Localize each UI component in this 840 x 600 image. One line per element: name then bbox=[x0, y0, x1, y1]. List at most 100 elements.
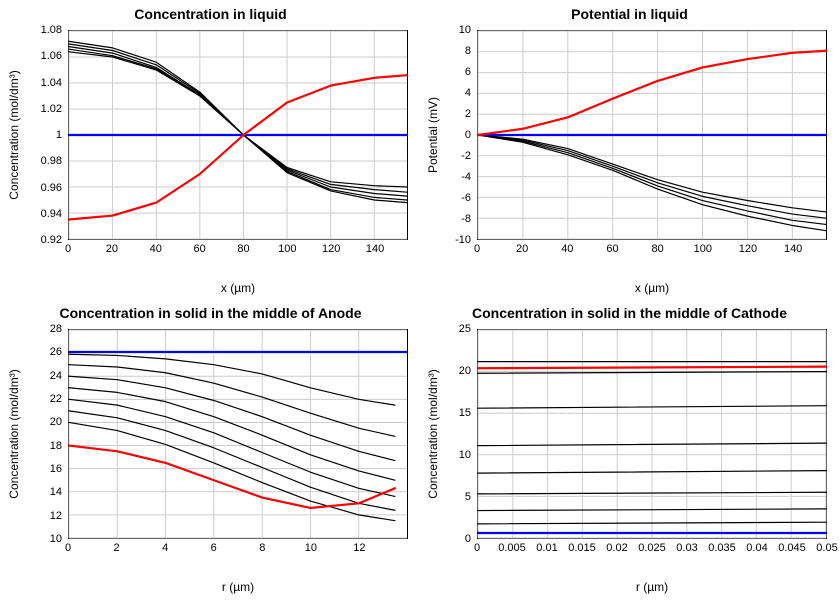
x-tick-label: 0 bbox=[474, 542, 480, 554]
x-tick-label: 0.02 bbox=[606, 542, 627, 554]
x-tick-label: 80 bbox=[237, 243, 249, 255]
y-tick-label: 0.96 bbox=[41, 182, 62, 194]
x-tick-label: 6 bbox=[211, 542, 217, 554]
series-line-black bbox=[69, 388, 395, 480]
series-line-black bbox=[69, 365, 395, 437]
y-tick-label: 20 bbox=[50, 416, 62, 428]
series-line-red bbox=[478, 51, 826, 135]
x-tick-label: 0 bbox=[65, 243, 71, 255]
y-axis-label: Concentration (mol/dm³) bbox=[426, 369, 440, 498]
y-tick-label: 1.08 bbox=[41, 24, 62, 36]
y-tick-label: -6 bbox=[461, 192, 471, 204]
x-tick-label: 100 bbox=[694, 243, 712, 255]
y-tick-label: 20 bbox=[459, 365, 471, 377]
x-tick-label: 0.005 bbox=[498, 542, 526, 554]
x-axis-label: r (µm) bbox=[68, 580, 408, 594]
y-axis-label: Concentration (mol/dm³) bbox=[7, 369, 21, 498]
x-tick-label: 60 bbox=[193, 243, 205, 255]
y-tick-label: 1.02 bbox=[41, 103, 62, 115]
y-tick-label: 0.92 bbox=[41, 234, 62, 246]
series-line-black bbox=[69, 47, 407, 197]
x-tick-label: 0 bbox=[65, 542, 71, 554]
series-line-black bbox=[69, 399, 395, 496]
y-tick-label: 22 bbox=[50, 393, 62, 405]
x-tick-label: 140 bbox=[784, 243, 802, 255]
x-tick-label: 20 bbox=[516, 243, 528, 255]
plot-svg bbox=[69, 330, 407, 538]
x-tick-label: 0.04 bbox=[746, 542, 767, 554]
plot-area bbox=[477, 329, 827, 539]
x-tick-label: 100 bbox=[278, 243, 296, 255]
y-tick-label: 2 bbox=[465, 108, 471, 120]
series-line-black bbox=[69, 44, 407, 200]
x-tick-label: 10 bbox=[305, 542, 317, 554]
panel-title: Potential in liquid bbox=[425, 6, 834, 22]
x-axis-label: r (µm) bbox=[477, 580, 827, 594]
panel-concentration-solid-cathode: Concentration in solid in the middle of … bbox=[425, 305, 834, 594]
y-axis-label: Concentration (mol/dm³) bbox=[7, 70, 21, 199]
plot-svg bbox=[69, 31, 407, 239]
x-tick-label: 0.035 bbox=[708, 542, 736, 554]
series-line-red bbox=[69, 75, 407, 219]
x-tick-label: 0.045 bbox=[778, 542, 806, 554]
y-tick-label: -8 bbox=[461, 213, 471, 225]
x-tick-label: 2 bbox=[114, 542, 120, 554]
x-tick-label: 4 bbox=[162, 542, 168, 554]
x-axis-label: x (µm) bbox=[68, 281, 408, 295]
y-tick-label: 6 bbox=[465, 66, 471, 78]
panel-title: Concentration in liquid bbox=[6, 6, 415, 22]
y-tick-label: 0 bbox=[465, 533, 471, 545]
x-tick-label: 40 bbox=[561, 243, 573, 255]
panel-title: Concentration in solid in the middle of … bbox=[425, 305, 834, 321]
y-tick-label: 10 bbox=[50, 533, 62, 545]
series-line-black bbox=[69, 422, 395, 520]
plot-area bbox=[68, 329, 408, 539]
series-line-black bbox=[478, 509, 826, 511]
x-tick-label: 12 bbox=[353, 542, 365, 554]
y-tick-label: -10 bbox=[455, 234, 471, 246]
y-tick-label: 26 bbox=[50, 346, 62, 358]
x-tick-label: 140 bbox=[366, 243, 384, 255]
y-tick-label: 1 bbox=[56, 129, 62, 141]
y-tick-label: 1.06 bbox=[41, 50, 62, 62]
panel-concentration-solid-anode: Concentration in solid in the middle of … bbox=[6, 305, 415, 594]
x-tick-label: 0 bbox=[474, 243, 480, 255]
y-tick-label: 18 bbox=[50, 440, 62, 452]
y-tick-label: 0 bbox=[465, 129, 471, 141]
plot-area bbox=[477, 30, 827, 240]
x-tick-label: 120 bbox=[739, 243, 757, 255]
series-line-red bbox=[478, 367, 826, 369]
y-tick-label: 0.94 bbox=[41, 208, 62, 220]
x-tick-label: 0.025 bbox=[638, 542, 666, 554]
y-tick-label: 10 bbox=[459, 24, 471, 36]
series-line-black bbox=[69, 52, 407, 187]
panel-title: Concentration in solid in the middle of … bbox=[6, 305, 415, 321]
y-tick-label: -4 bbox=[461, 171, 471, 183]
x-tick-label: 20 bbox=[106, 243, 118, 255]
x-tick-label: 0.01 bbox=[536, 542, 557, 554]
chart-grid: Concentration in liquid Concentration (mo… bbox=[0, 0, 840, 600]
x-tick-label: 60 bbox=[606, 243, 618, 255]
x-tick-label: 0.015 bbox=[568, 542, 596, 554]
y-axis-label: Potential (mV) bbox=[426, 97, 440, 173]
y-tick-label: 8 bbox=[465, 45, 471, 57]
panel-concentration-liquid: Concentration in liquid Concentration (mo… bbox=[6, 6, 415, 295]
series-line-black bbox=[478, 522, 826, 524]
y-tick-label: 16 bbox=[50, 463, 62, 475]
x-tick-label: 8 bbox=[259, 542, 265, 554]
plot-area bbox=[68, 30, 408, 240]
y-tick-label: 1.04 bbox=[41, 77, 62, 89]
y-tick-label: 12 bbox=[50, 510, 62, 522]
y-tick-label: 28 bbox=[50, 323, 62, 335]
y-tick-label: 14 bbox=[50, 486, 62, 498]
x-tick-label: 120 bbox=[322, 243, 340, 255]
series-line-black bbox=[478, 135, 826, 212]
y-tick-label: 4 bbox=[465, 87, 471, 99]
x-tick-label: 0.03 bbox=[676, 542, 697, 554]
series-line-black bbox=[478, 492, 826, 494]
plot-svg bbox=[478, 330, 826, 538]
x-tick-label: 80 bbox=[652, 243, 664, 255]
y-tick-label: 25 bbox=[459, 323, 471, 335]
x-tick-label: 40 bbox=[150, 243, 162, 255]
series-line-black bbox=[69, 49, 407, 192]
